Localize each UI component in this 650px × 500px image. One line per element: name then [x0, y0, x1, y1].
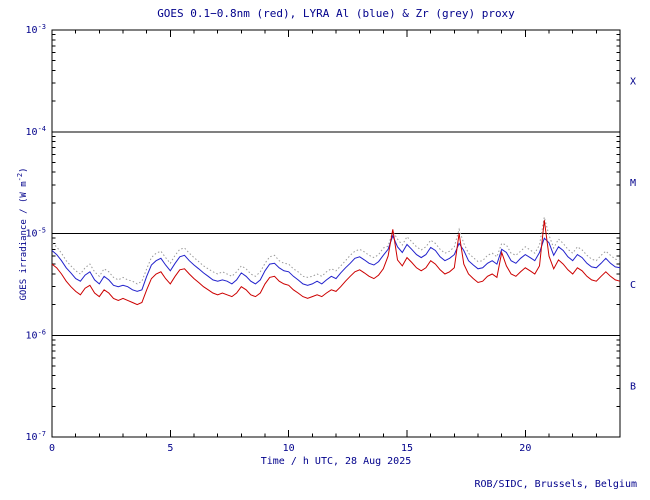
credit-text: ROB/SIDC, Brussels, Belgium	[474, 479, 637, 490]
flare-class-label: B	[630, 382, 636, 393]
x-axis-label: Time / h UTC, 28 Aug 2025	[260, 456, 412, 467]
series-line-goes-0-1-0-8nm	[51, 220, 621, 306]
axes-frame	[51, 29, 621, 438]
chart-title: GOES 0.1−0.8nm (red), LYRA Al (blue) & Z…	[157, 7, 515, 20]
x-tick-label: 15	[401, 443, 413, 454]
y-tick-label: 10-7	[26, 430, 46, 443]
axis-tick-labels: 10-3 10-4 10-5 10-6 10-70 5 10 15 20 X M C B	[26, 23, 637, 454]
y-tick-label: 10-4	[26, 125, 46, 138]
x-tick-label: 20	[519, 443, 531, 454]
y-tick-label: 10-6	[26, 328, 46, 341]
axis-ticks	[51, 29, 621, 438]
y-tick-label: 10-5	[26, 227, 46, 240]
x-tick-label: 5	[167, 443, 173, 454]
series-line-lyra-al	[51, 234, 621, 292]
x-tick-label: 0	[49, 443, 55, 454]
flare-class-label: X	[630, 76, 636, 87]
flare-class-label: C	[630, 280, 636, 291]
series-line-lyra-zr-proxy	[51, 216, 621, 285]
x-tick-label: 10	[283, 443, 295, 454]
flare-class-label: M	[630, 178, 636, 189]
data-series	[51, 216, 621, 306]
y-tick-label: 10-3	[26, 23, 46, 36]
